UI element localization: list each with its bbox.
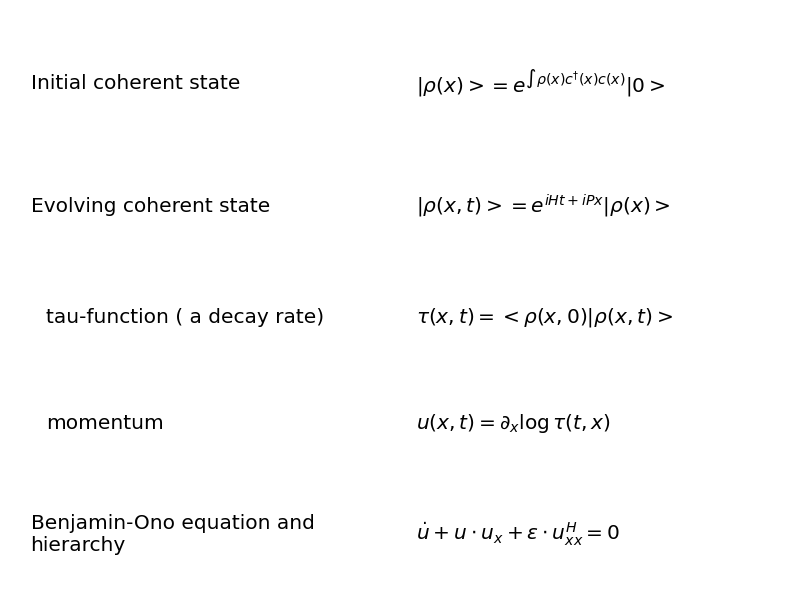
Text: tau-function ( a decay rate): tau-function ( a decay rate) [46, 308, 324, 327]
Text: $\tau(x,t) =< \rho(x,0)|\rho(x,t) >$: $\tau(x,t) =< \rho(x,0)|\rho(x,t) >$ [416, 306, 673, 329]
Text: $|\rho(x,t) >= e^{iHt+iPx}|\rho(x) >$: $|\rho(x,t) >= e^{iHt+iPx}|\rho(x) >$ [416, 193, 670, 220]
Text: $u(x,t) = \partial_x \log \tau(t,x)$: $u(x,t) = \partial_x \log \tau(t,x)$ [416, 412, 610, 434]
Text: $|\rho(x) >= e^{\int \rho(x)c^{\dagger}(x)c(x)}|0 >$: $|\rho(x) >= e^{\int \rho(x)c^{\dagger}(… [416, 68, 665, 98]
Text: Initial coherent state: Initial coherent state [30, 74, 240, 92]
Text: Evolving coherent state: Evolving coherent state [30, 197, 270, 216]
Text: momentum: momentum [46, 413, 164, 433]
Text: Benjamin-Ono equation and
hierarchy: Benjamin-Ono equation and hierarchy [30, 514, 314, 555]
Text: $\dot{u} + u \cdot u_x + \epsilon \cdot u_{xx}^{H} = 0$: $\dot{u} + u \cdot u_x + \epsilon \cdot … [416, 521, 620, 548]
